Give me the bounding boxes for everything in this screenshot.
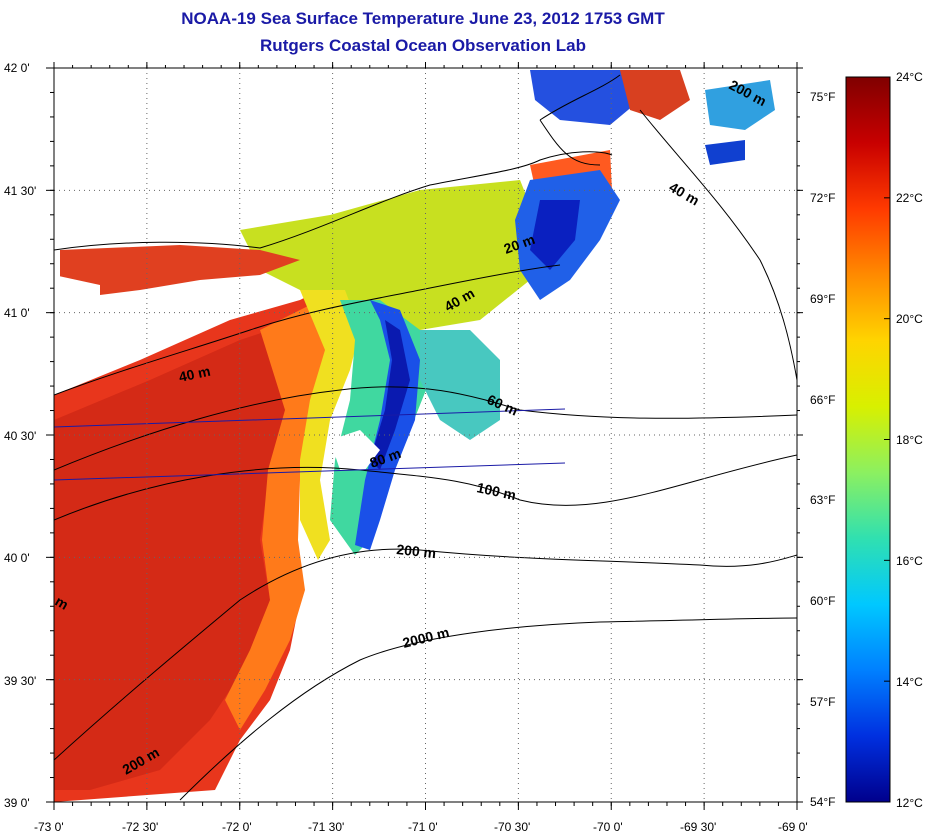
colorbar-c-label: 16°C: [896, 554, 923, 568]
colorbar-c-label: 12°C: [896, 796, 923, 810]
sst-nantucket-cold: [530, 200, 580, 270]
lat-label: 39 0': [4, 796, 30, 810]
transect-south: [53, 462, 566, 481]
colorbar-c-label: 18°C: [896, 433, 923, 447]
iso-200-a: 200 m: [396, 541, 437, 561]
colorbar-c-label: 20°C: [896, 312, 923, 326]
sst-warm-inner: [54, 320, 300, 790]
colorbar-f-label: 63°F: [810, 493, 836, 507]
colorbar-f-label: 75°F: [810, 90, 836, 104]
sst-cool-offshore: [420, 330, 500, 440]
lon-label: -73 0': [34, 820, 64, 834]
colorbar: [845, 76, 891, 803]
sst-imagery: [54, 70, 775, 802]
iso-2000: 2000 m: [401, 624, 451, 651]
sst-orange-band: [225, 300, 345, 730]
lon-label: -71 30': [308, 820, 345, 834]
iso-40-c: 40 m: [667, 179, 703, 209]
lon-label: -72 0': [222, 820, 252, 834]
iso-40-a: 40 m: [177, 363, 212, 385]
sst-cool-band-dark: [370, 320, 410, 470]
lon-label: -69 0': [778, 820, 808, 834]
lon-label: -70 0': [593, 820, 623, 834]
georges-line: [639, 109, 797, 381]
colorbar-f-label: 72°F: [810, 191, 836, 205]
sst-cloud-gap-2: [54, 275, 100, 315]
colorbar-f-label: 54°F: [810, 795, 836, 809]
colorbar-c-label: 22°C: [896, 191, 923, 205]
sst-cloud-gap: [330, 430, 380, 470]
sst-gulf-maine-patch: [620, 70, 690, 120]
capecod-line: [539, 74, 621, 166]
colorbar-f-label: 60°F: [810, 594, 836, 608]
isobath-100-line: [54, 454, 797, 521]
iso-100: 100 m: [475, 479, 517, 503]
colorbar-ticks: [884, 76, 890, 803]
transect-lines: [53, 408, 566, 481]
sst-gb-patch: [705, 80, 775, 130]
colorbar-f-label: 66°F: [810, 393, 836, 407]
colorbar-c-label: 14°C: [896, 675, 923, 689]
transect-north: [53, 408, 566, 428]
isobath-200-line: [54, 548, 797, 761]
lat-label: 39 30': [4, 674, 37, 688]
sst-gb-patch-2: [705, 140, 745, 165]
isobath-40-line: [54, 264, 561, 396]
lat-label: 41 30': [4, 184, 37, 198]
colorbar-c-label: 24°C: [896, 70, 923, 84]
lon-label: -71 0': [408, 820, 438, 834]
map-subtitle: Rutgers Coastal Ocean Observation Lab: [260, 36, 586, 55]
lat-label: 40 0': [4, 551, 30, 565]
tick-marks: [46, 62, 803, 810]
colorbar-f-label: 69°F: [810, 292, 836, 306]
lon-label: -70 30': [494, 820, 531, 834]
lat-label: 40 30': [4, 429, 37, 443]
lon-label: -72 30': [122, 820, 159, 834]
sst-gulf-maine-cold: [530, 70, 640, 125]
lat-label: 42 0': [4, 61, 30, 75]
sst-yellow-band: [300, 290, 360, 560]
lat-label: 41 0': [4, 306, 30, 320]
colorbar-f-label: 57°F: [810, 695, 836, 709]
coastline-line: [54, 151, 613, 251]
map-title: NOAA-19 Sea Surface Temperature June 23,…: [181, 9, 665, 28]
isobath-2000-line: [179, 617, 797, 801]
lon-label: -69 30': [680, 820, 717, 834]
